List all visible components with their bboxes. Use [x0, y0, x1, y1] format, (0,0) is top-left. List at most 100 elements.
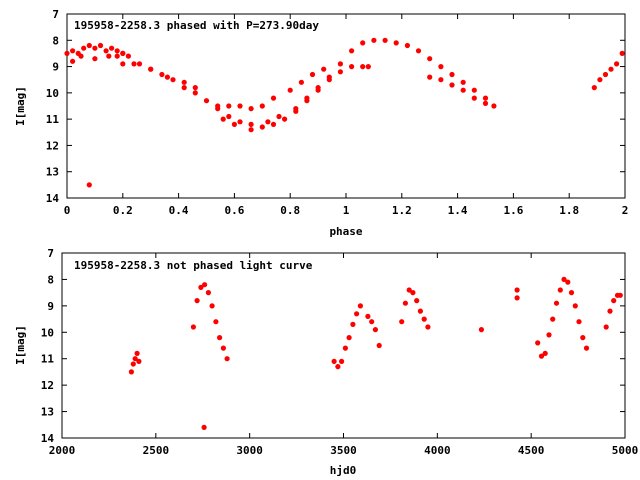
y-tick-label: 14 — [41, 432, 55, 445]
data-point — [103, 48, 109, 54]
data-point — [535, 340, 541, 346]
data-point — [109, 45, 115, 51]
data-point — [130, 361, 136, 367]
y-tick-label: 11 — [41, 353, 55, 366]
data-point — [410, 290, 416, 296]
data-point — [192, 85, 198, 91]
data-point — [438, 77, 444, 83]
data-point — [550, 316, 556, 322]
data-point — [607, 308, 613, 314]
x-tick-label: 2000 — [49, 444, 76, 457]
data-point — [136, 61, 143, 67]
data-point — [471, 87, 477, 93]
x-tick-label: 2 — [622, 204, 629, 217]
data-point — [86, 182, 92, 188]
data-point — [248, 127, 254, 133]
y-tick-label: 7 — [52, 8, 59, 21]
x-tick-label: 5000 — [612, 444, 639, 457]
data-point — [170, 77, 176, 83]
data-point — [365, 64, 371, 70]
y-tick-label: 10 — [46, 87, 59, 100]
data-point — [542, 350, 548, 356]
unphased-x-ticks: 2000 2500 3000 3500 4000 4500 5000 — [49, 253, 639, 457]
data-point — [131, 61, 137, 67]
data-point — [181, 79, 187, 85]
y-tick-label: 7 — [47, 247, 54, 260]
data-point — [349, 64, 355, 70]
data-point — [402, 300, 408, 306]
data-point — [209, 303, 215, 309]
data-point — [201, 424, 207, 430]
data-point — [369, 319, 375, 325]
data-point — [602, 71, 609, 78]
unphased-plot-frame — [61, 252, 626, 439]
x-tick-label: 0.6 — [224, 204, 244, 217]
y-tick-label: 12 — [46, 139, 59, 152]
y-tick-label: 8 — [52, 34, 59, 47]
data-point — [491, 103, 497, 109]
data-point — [276, 113, 282, 120]
data-point — [259, 103, 265, 109]
y-tick-label: 13 — [41, 406, 54, 419]
data-point — [202, 282, 208, 288]
x-tick-label: 3000 — [236, 444, 263, 457]
data-point — [382, 37, 388, 43]
x-tick-label: 2500 — [143, 444, 170, 457]
y-tick-label: 14 — [46, 192, 60, 205]
data-point — [415, 48, 422, 54]
data-point — [270, 95, 277, 101]
data-point — [114, 53, 120, 59]
y-tick-label: 9 — [47, 300, 54, 313]
data-point — [120, 61, 126, 67]
x-tick-label: 1.4 — [448, 204, 468, 217]
data-point — [449, 71, 455, 78]
data-point — [293, 106, 299, 112]
phased-x-axis-label: phase — [329, 225, 362, 238]
data-point — [315, 85, 321, 91]
data-point — [64, 50, 70, 57]
x-tick-label: 1 — [343, 204, 350, 217]
x-tick-label: 0.8 — [280, 204, 300, 217]
data-point — [282, 116, 288, 122]
data-point — [357, 303, 363, 309]
data-point — [92, 56, 98, 62]
data-point — [365, 313, 371, 319]
data-point — [337, 61, 343, 67]
data-point — [350, 321, 356, 327]
data-point — [190, 324, 196, 330]
data-point — [97, 42, 104, 49]
data-point — [231, 121, 237, 127]
data-point — [482, 95, 489, 101]
unphased-y-ticks: 7 8 9 10 11 12 13 14 — [41, 247, 625, 445]
data-point — [192, 90, 198, 96]
phased-y-ticks: 7 8 9 10 11 12 13 14 — [46, 8, 625, 205]
x-tick-label: 0 — [64, 204, 71, 217]
x-tick-label: 3500 — [330, 444, 357, 457]
data-point — [321, 66, 327, 72]
data-point — [134, 350, 140, 356]
data-point — [568, 290, 575, 296]
data-point — [148, 66, 154, 72]
data-point — [181, 85, 187, 91]
y-tick-label: 11 — [46, 113, 60, 126]
data-point — [619, 50, 625, 57]
data-point — [81, 45, 87, 51]
data-point — [603, 324, 609, 330]
data-point — [287, 87, 293, 93]
phased-plot-frame — [66, 13, 626, 199]
data-point — [360, 64, 366, 70]
unphased-light-curve-panel: 195958-2258.3 not phased light curve hjd… — [14, 247, 638, 477]
data-point — [427, 56, 433, 62]
data-point — [309, 71, 316, 78]
data-point — [376, 342, 382, 349]
data-point — [514, 287, 520, 293]
x-tick-label: 4000 — [424, 444, 451, 457]
phased-data-points — [64, 37, 625, 188]
data-point — [304, 95, 310, 101]
data-point — [449, 82, 455, 88]
data-point — [561, 276, 567, 282]
x-tick-label: 4500 — [518, 444, 545, 457]
data-point — [614, 61, 620, 67]
data-point — [349, 48, 355, 54]
